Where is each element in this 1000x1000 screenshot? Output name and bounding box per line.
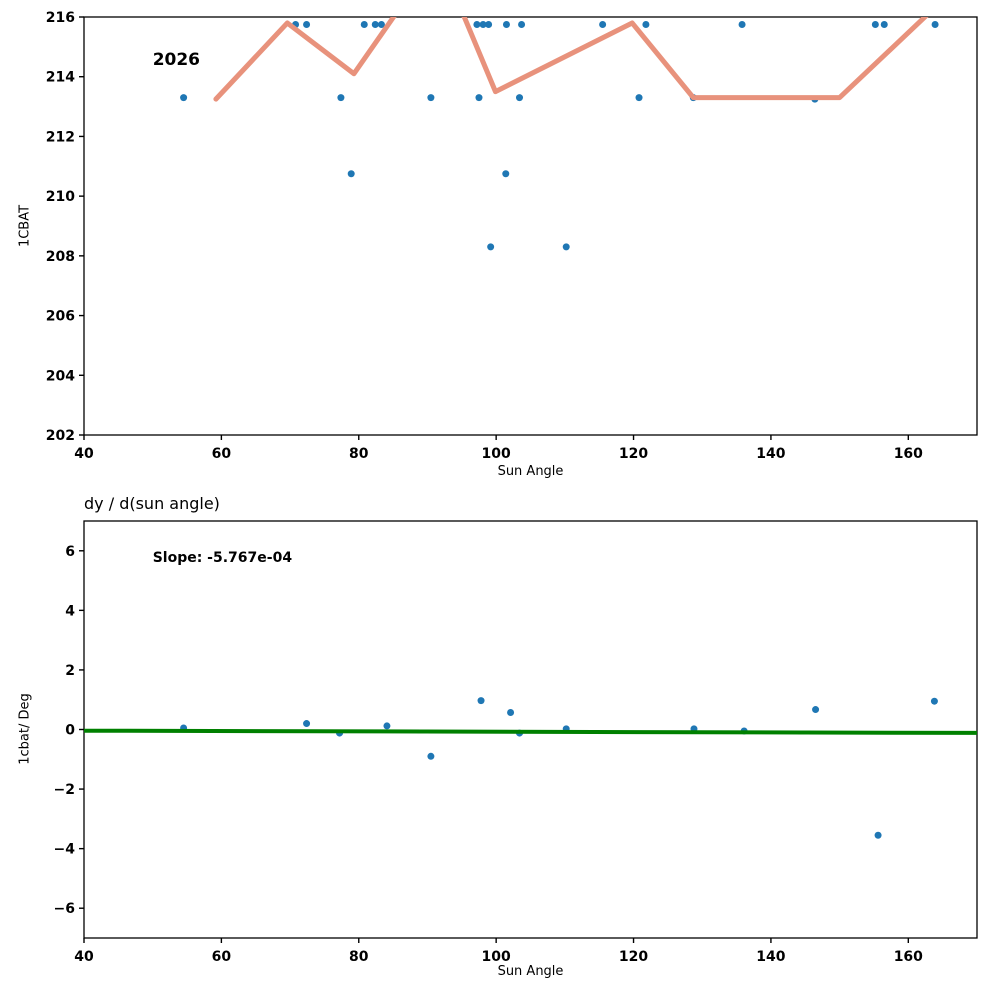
- bottom-plot-title: dy / d(sun angle): [84, 494, 220, 513]
- x-tick-label: 80: [349, 446, 369, 462]
- derivative-points-point: [477, 697, 485, 705]
- x-tick-label: 40: [74, 446, 94, 462]
- derivative-points-point: [812, 706, 820, 714]
- 1cbat-measurements-point: [347, 170, 355, 178]
- 1cbat-measurements: [180, 20, 939, 251]
- 1cbat-measurements-point: [518, 20, 526, 28]
- x-tick-label: 100: [482, 949, 511, 965]
- y-tick-label: −2: [54, 782, 75, 798]
- y-tick-label: 216: [46, 10, 75, 26]
- x-tick-label: 160: [894, 446, 923, 462]
- x-tick-label: 40: [74, 949, 94, 965]
- top-xaxis-label: Sun Angle: [497, 464, 564, 479]
- axes-frame: [83, 16, 978, 436]
- 1cbat-measurements-point: [473, 20, 481, 28]
- trend-line: [213, 17, 929, 102]
- y-tick-label: 0: [65, 723, 75, 739]
- x-tick-label: 120: [619, 949, 648, 965]
- y-tick-label: 2: [65, 663, 75, 679]
- y-tick-label: 210: [46, 189, 75, 205]
- fit-line: [84, 728, 977, 735]
- derivative-points-point: [383, 722, 391, 730]
- y-tick-label: −4: [54, 842, 76, 858]
- 1cbat-measurements-point: [502, 170, 510, 178]
- subplot-0: 40 60 80 100 120 140 1602022042062082102122142…: [46, 10, 978, 462]
- x-tick-label: 80: [349, 949, 369, 965]
- derivative-points-point: [507, 709, 515, 717]
- 1cbat-measurements-point: [880, 20, 888, 28]
- y-tick-label: 202: [46, 428, 75, 444]
- slope-annotation: Slope: -5.767e-04: [152, 550, 293, 567]
- y-tick-labels: 202 204 206 208 210 212 214 216: [46, 10, 84, 444]
- derivative-points-point: [930, 697, 938, 705]
- y-tick-labels: −6 −4 −2 0 2 4 6: [54, 544, 84, 917]
- bottom-xaxis-label: Sun Angle: [497, 964, 564, 979]
- 1cbat-measurements-point: [738, 20, 746, 28]
- y-tick-label: 206: [46, 309, 75, 325]
- 1cbat-measurements-point: [599, 20, 607, 28]
- 1cbat-measurements-point: [180, 94, 188, 102]
- 1cbat-measurements-point: [487, 243, 495, 251]
- y-tick-label: 208: [46, 249, 75, 265]
- 1cbat-measurements-point: [337, 94, 345, 102]
- 1cbat-measurements-point: [377, 20, 385, 28]
- derivative-points: [180, 697, 938, 839]
- 1cbat-measurements-point: [931, 20, 939, 28]
- 1cbat-measurements-point: [475, 94, 483, 102]
- derivative-points-point: [874, 831, 882, 839]
- y-tick-label: 212: [46, 129, 75, 145]
- y-tick-label: 6: [65, 544, 75, 560]
- x-tick-label: 60: [212, 949, 232, 965]
- year-annotation: 2026: [152, 50, 201, 71]
- y-tick-label: 4: [65, 603, 75, 619]
- x-tick-label: 100: [482, 446, 511, 462]
- x-tick-label: 120: [619, 446, 648, 462]
- 1cbat-measurements-point: [516, 94, 524, 102]
- derivative-points-point: [427, 752, 435, 760]
- x-tick-labels: 40 60 80 100 120 140 160: [74, 435, 923, 462]
- x-tick-labels: 40 60 80 100 120 140 160: [74, 938, 923, 965]
- x-tick-label: 60: [212, 446, 232, 462]
- 1cbat-measurements-point: [642, 20, 650, 28]
- bottom-yaxis-label: 1cbat/ Deg: [17, 693, 33, 765]
- y-tick-label: 204: [46, 368, 75, 384]
- 1cbat-measurements-point: [635, 94, 643, 102]
- 1cbat-measurements-point: [303, 20, 311, 28]
- 1cbat-measurements-point: [360, 20, 368, 28]
- 1cbat-measurements-point: [562, 243, 570, 251]
- y-tick-label: −6: [54, 901, 75, 917]
- 1cbat-measurements-point: [427, 94, 435, 102]
- 1cbat-measurements-point: [871, 20, 879, 28]
- subplot-1: 40 60 80 100 120 140 160 −6 −4 −2 0 2 4 6: [54, 520, 978, 965]
- x-tick-label: 140: [756, 949, 785, 965]
- 1cbat-measurements-point: [479, 20, 487, 28]
- 1cbat-measurements-point: [502, 20, 510, 28]
- x-tick-label: 140: [756, 446, 785, 462]
- derivative-points-point: [303, 720, 311, 728]
- x-tick-label: 160: [894, 949, 923, 965]
- 1cbat-measurements-point: [485, 20, 493, 28]
- 1cbat-measurements-point: [371, 20, 379, 28]
- top-yaxis-label: 1CBAT: [17, 204, 33, 248]
- y-tick-label: 214: [46, 70, 75, 86]
